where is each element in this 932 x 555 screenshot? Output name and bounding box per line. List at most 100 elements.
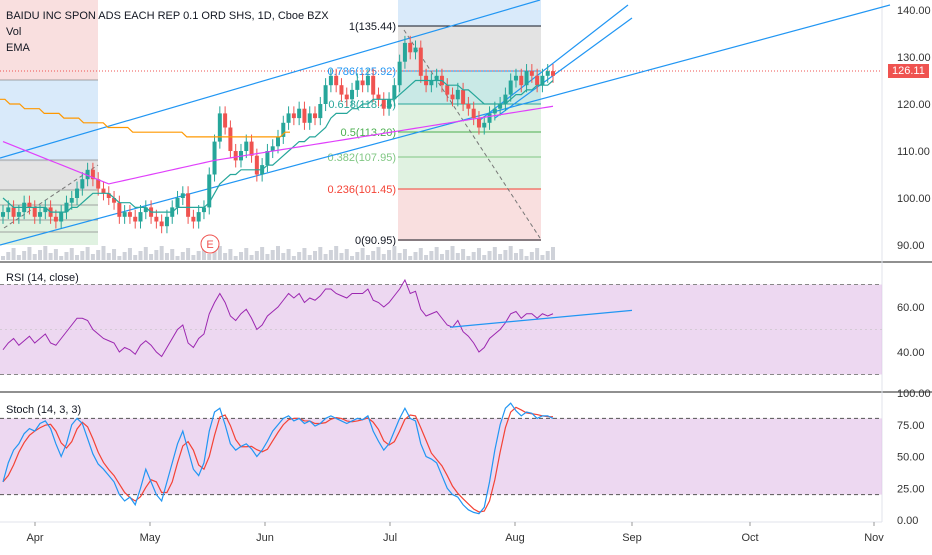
volume-bar [244, 248, 249, 260]
volume-bar [69, 248, 74, 260]
volume-bar [164, 253, 169, 260]
volume-bar [461, 249, 466, 260]
candle-body [551, 71, 555, 76]
candle-body [201, 207, 206, 213]
price-tick-label: 120.00 [897, 99, 931, 111]
volume-bar [22, 251, 27, 260]
candle-body [381, 99, 386, 109]
candle-body [313, 113, 318, 119]
volume-bar [11, 248, 16, 260]
volume-bar [445, 250, 450, 260]
candle-body [466, 104, 471, 109]
candle-body [69, 198, 74, 203]
candle-body [445, 85, 450, 95]
volume-bar [545, 251, 550, 260]
month-label: Nov [864, 532, 884, 544]
volume-bar [339, 253, 344, 260]
candle-body [334, 75, 339, 86]
candle-body [244, 141, 249, 151]
rsi-tick-label: 60.00 [897, 302, 925, 314]
candle-body [503, 94, 508, 104]
candle-body [498, 104, 503, 109]
price-tick-label: 90.00 [897, 240, 925, 252]
volume-bar [529, 252, 534, 260]
candle-body [186, 193, 191, 217]
volume-bar [471, 252, 476, 260]
candle-body [80, 179, 85, 189]
candle-body [11, 207, 16, 217]
candle-body [455, 89, 460, 100]
volume-bar [133, 255, 138, 260]
volume-bar [228, 249, 233, 260]
candle-body [112, 198, 117, 203]
volume-bar [191, 255, 196, 260]
volume-bar [434, 247, 439, 260]
price-tick-label: 130.00 [897, 52, 931, 64]
volume-bar [249, 255, 254, 260]
month-label: Jul [383, 532, 397, 544]
candle-body [281, 122, 286, 137]
volume-bar [476, 248, 481, 260]
volume-bar [482, 255, 487, 260]
volume-bar [313, 251, 318, 260]
volume-bar [355, 252, 360, 260]
fib-label-1: 1(135.44) [349, 21, 396, 33]
volume-bar [513, 253, 518, 260]
candle-body [38, 212, 43, 217]
volume-bar [122, 252, 127, 260]
candle-body [323, 85, 328, 104]
volume-bar [16, 255, 21, 260]
candle-body [159, 221, 164, 227]
volume-bar [186, 248, 191, 260]
volume-bar [503, 250, 508, 260]
candle-body [196, 212, 201, 222]
volume-bar [96, 250, 101, 260]
candle-body [513, 75, 518, 81]
volume-bar [27, 247, 32, 260]
candle-body [397, 61, 402, 86]
volume-bar [392, 246, 397, 260]
fib-label-0.5: 0.5(113.20) [341, 127, 396, 139]
candle-body [207, 174, 212, 208]
volume-bar [492, 247, 497, 260]
candle-body [59, 212, 64, 222]
volume-bar [276, 246, 280, 260]
volume-bar [207, 254, 212, 260]
zone-blue-left [0, 80, 98, 162]
vol-label: Vol [6, 26, 22, 38]
volume-bar [1, 256, 5, 260]
fan-line-2 [494, 17, 633, 119]
volume-bar [508, 246, 513, 260]
volume-bar [217, 246, 222, 260]
candle-body [545, 71, 550, 76]
volume-bar [265, 254, 270, 260]
volume-bar [154, 250, 159, 260]
volume-bar [260, 247, 265, 260]
volume-bar [90, 254, 95, 260]
candle-body [90, 169, 95, 180]
volume-bar [360, 248, 365, 260]
candle-body [217, 113, 222, 142]
stoch-k-line [2, 402, 554, 515]
volume-bar [487, 251, 492, 260]
candle-body [164, 216, 169, 227]
volume-bar [334, 246, 339, 260]
candle-body [265, 151, 270, 166]
candle-body [154, 216, 159, 222]
stoch-tick-label: 100.00 [897, 388, 931, 400]
candle-body [450, 94, 455, 100]
candle-body [413, 47, 418, 53]
volume-bar [101, 246, 106, 260]
volume-bar [281, 253, 286, 260]
volume-bar [106, 253, 111, 260]
volume-bar [254, 251, 259, 260]
zone-red-left [0, 0, 98, 80]
volume-bar [85, 247, 90, 260]
candle-body [138, 212, 143, 222]
volume-bar [302, 248, 307, 260]
volume-bar [387, 250, 392, 260]
volume-bar [498, 254, 503, 260]
candle-body [307, 113, 312, 123]
price-tick-label: 100.00 [897, 193, 931, 205]
volume-bar [291, 256, 296, 260]
